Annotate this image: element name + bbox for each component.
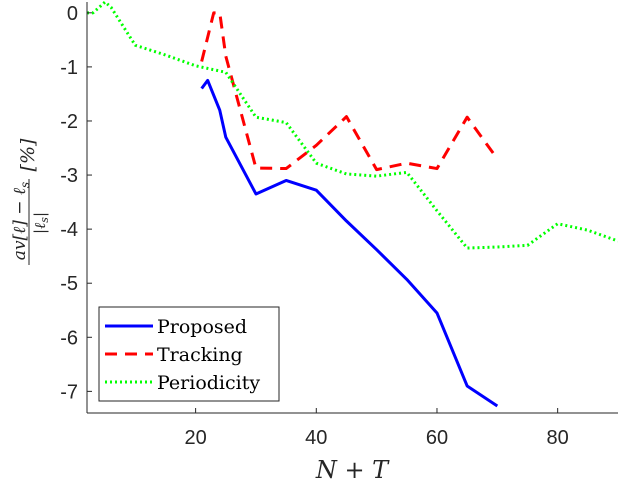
y-axis: 0 -1 -2 -3 -4 -5 -6 -7 xyxy=(60,2,92,413)
x-axis: 20 40 60 80 xyxy=(87,408,618,449)
legend-label-periodicity: Periodicity xyxy=(157,372,260,394)
y-tick-label: -5 xyxy=(60,273,78,295)
legend-label-proposed: Proposed xyxy=(157,316,247,338)
y-tick-label: -1 xyxy=(60,57,78,79)
svg-text:av[ℓ] − ℓs: av[ℓ] − ℓs xyxy=(10,182,32,260)
y-axis-title-denominator-subscript: s xyxy=(38,217,51,223)
x-tick-label: 20 xyxy=(184,427,206,449)
x-tick-label: 80 xyxy=(547,427,569,449)
series-line-tracking xyxy=(200,11,499,172)
svg-text:|ℓs|: |ℓs| xyxy=(31,212,51,234)
y-tick-label: -6 xyxy=(60,327,78,349)
y-axis-title-numerator: av[ℓ] − ℓ xyxy=(10,188,30,260)
y-tick-label: -7 xyxy=(60,381,78,403)
y-axis-title-numerator-subscript: s xyxy=(18,182,32,188)
y-tick-label: 0 xyxy=(67,3,78,25)
y-axis-title-denominator: |ℓ xyxy=(31,223,49,234)
x-axis-title: N + T xyxy=(315,456,390,483)
y-tick-label: -4 xyxy=(60,219,78,241)
legend: Proposed Tracking Periodicity xyxy=(98,306,280,402)
series-line-proposed xyxy=(200,78,499,408)
y-tick-label: -3 xyxy=(60,165,78,187)
legend-label-tracking: Tracking xyxy=(157,344,243,366)
y-axis-title-unit: [%] xyxy=(17,138,39,171)
x-tick-label: 40 xyxy=(305,427,327,449)
plot-area xyxy=(87,0,618,408)
series-line-periodicity xyxy=(87,0,618,250)
y-axis-title: av[ℓ] − ℓs |ℓs| [%] xyxy=(10,138,51,265)
y-axis-title-denominator-close: | xyxy=(31,212,49,217)
x-tick-label: 60 xyxy=(426,427,448,449)
y-tick-label: -2 xyxy=(60,111,78,133)
